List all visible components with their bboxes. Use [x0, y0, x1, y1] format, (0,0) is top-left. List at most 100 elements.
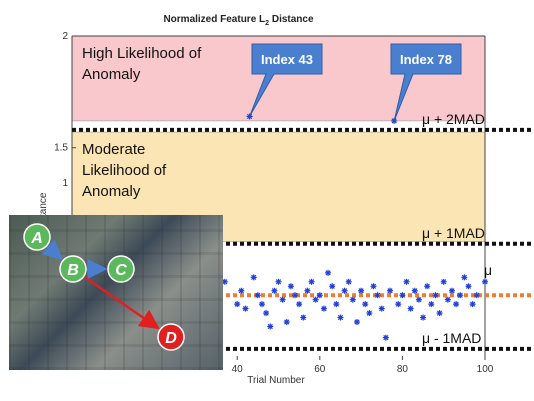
callout-2: Index 78 [390, 43, 462, 122]
point-stroke [263, 310, 269, 316]
point-stroke [387, 288, 393, 294]
point-stroke [374, 292, 381, 298]
point-stroke [457, 292, 463, 298]
y-tick-label: 1.5 [54, 143, 68, 154]
node-circle [157, 323, 185, 351]
data-point [325, 269, 332, 276]
title-main: Normalized Feature L [163, 14, 265, 25]
point-stroke [251, 274, 257, 280]
point-stroke [284, 319, 290, 325]
band-label-line: Moderate [82, 141, 145, 158]
data-point [411, 287, 418, 294]
data-point [457, 292, 464, 299]
route-edge [83, 275, 160, 330]
data-point [345, 278, 352, 285]
data-point [465, 283, 472, 290]
point-stroke [271, 288, 277, 294]
point-stroke [461, 274, 467, 280]
band-label-2: Moderate Likelihood of Anomaly [82, 141, 167, 200]
data-point [420, 314, 427, 321]
data-point [287, 283, 294, 290]
data-point [329, 283, 336, 290]
data-point [304, 287, 311, 294]
data-point [370, 283, 377, 290]
data-point [428, 301, 435, 308]
ref-line-label: μ + 2MAD [422, 111, 485, 127]
point-stroke [399, 292, 406, 298]
point-stroke [449, 288, 455, 294]
data-point [424, 283, 431, 290]
point-stroke [242, 305, 249, 312]
data-point [378, 305, 385, 312]
point-stroke [424, 283, 430, 289]
point-stroke [354, 319, 360, 325]
node-circle [23, 223, 51, 251]
data-point [461, 274, 468, 281]
point-stroke [436, 310, 443, 316]
data-point [312, 296, 319, 303]
point-stroke [420, 314, 426, 321]
data-point [436, 310, 443, 317]
y-tick-label-partial: 1 [62, 178, 68, 189]
data-point [238, 287, 245, 294]
data-point [271, 287, 278, 294]
band-label-line: Anomaly [82, 66, 141, 83]
band-label-1: High Likelihood of Anomaly [82, 45, 202, 83]
data-point [395, 301, 402, 308]
data-point [387, 287, 394, 294]
node-label: C [115, 262, 127, 279]
y-axis-label: Distance [38, 192, 49, 231]
point-stroke [362, 301, 368, 307]
route-node-d: D [157, 323, 185, 351]
point-stroke [379, 305, 385, 312]
point-stroke [288, 283, 294, 289]
point-stroke [280, 297, 286, 303]
data-point [320, 305, 327, 312]
point-stroke [403, 279, 410, 285]
point-stroke [234, 301, 240, 307]
data-point [263, 310, 270, 317]
data-point [482, 278, 488, 285]
x-tick-label: 80 [397, 364, 409, 375]
data-point [337, 314, 344, 321]
data-point [234, 301, 241, 308]
data-point [444, 296, 451, 303]
node-circle [107, 255, 135, 283]
route-node-a: A [23, 223, 51, 251]
data-point [362, 301, 369, 308]
point-stroke [432, 292, 439, 298]
point-stroke [304, 288, 311, 294]
point-stroke [346, 279, 352, 285]
data-point [283, 319, 290, 326]
data-point [374, 292, 381, 299]
anomaly-callouts: Index 43 Index 78 [249, 43, 462, 122]
route-edge [41, 239, 63, 261]
data-point [296, 301, 303, 308]
plot-axes: 1.5 2 1 40 60 80 100 [54, 31, 494, 375]
point-stroke [321, 305, 327, 312]
ref-line-label: μ [484, 262, 492, 278]
data-point [453, 301, 460, 308]
point-stroke [275, 279, 282, 285]
data-point [349, 296, 356, 303]
point-stroke [441, 279, 447, 285]
data-point [341, 287, 348, 294]
point-stroke [341, 288, 348, 294]
point-stroke [358, 288, 364, 294]
data-point [308, 278, 315, 285]
route-node-c: C [107, 255, 135, 283]
data-point [353, 319, 360, 326]
data-point [432, 292, 439, 299]
data-point [469, 301, 476, 308]
band-label-line: High Likelihood of [82, 45, 202, 62]
band-label-line: Anomaly [82, 183, 141, 200]
data-point [242, 305, 249, 312]
point-stroke [366, 310, 372, 316]
point-stroke [329, 283, 335, 289]
point-stroke [325, 270, 331, 276]
title-end: Distance [269, 14, 314, 25]
point-stroke [469, 301, 476, 307]
point-stroke [222, 279, 228, 285]
callout-1: Index 43 [249, 43, 323, 117]
